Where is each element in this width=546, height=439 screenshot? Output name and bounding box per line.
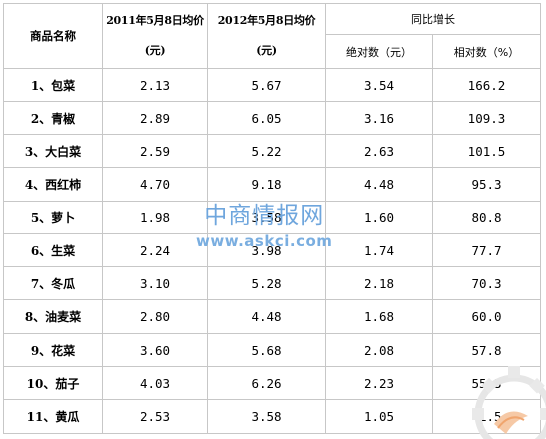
row-relative: 77.7 bbox=[432, 233, 541, 267]
row-relative: 109.3 bbox=[432, 101, 541, 135]
row-price-2011: 2.59 bbox=[102, 134, 208, 168]
row-absolute: 1.68 bbox=[325, 299, 433, 334]
row-name: 5、萝卜 bbox=[3, 201, 103, 234]
row-name: 9、花菜 bbox=[3, 333, 103, 367]
row-price-2012: 3.58 bbox=[207, 399, 326, 434]
row-absolute: 1.05 bbox=[325, 399, 433, 434]
row-price-2012: 5.22 bbox=[207, 134, 326, 168]
row-absolute: 2.08 bbox=[325, 333, 433, 367]
row-name: 11、黄瓜 bbox=[3, 399, 103, 434]
table-row: 5、萝卜 1.98 3.58 1.60 80.8 bbox=[3, 201, 541, 234]
row-name: 7、冬瓜 bbox=[3, 266, 103, 300]
row-price-2012: 6.05 bbox=[207, 101, 326, 135]
row-price-2011: 3.10 bbox=[102, 266, 208, 300]
row-price-2012: 3.58 bbox=[207, 201, 326, 234]
row-price-2012: 4.48 bbox=[207, 299, 326, 334]
row-name: 8、油麦菜 bbox=[3, 299, 103, 334]
table-row: 1、包菜 2.13 5.67 3.54 166.2 bbox=[3, 68, 541, 102]
row-price-2011: 2.53 bbox=[102, 399, 208, 434]
header-price-2012: 2012年5月8日均价(元) bbox=[207, 3, 326, 69]
row-absolute: 3.16 bbox=[325, 101, 433, 135]
row-relative: 80.8 bbox=[432, 201, 541, 234]
row-absolute: 3.54 bbox=[325, 68, 433, 102]
table-row: 7、冬瓜 3.10 5.28 2.18 70.3 bbox=[3, 266, 541, 300]
row-price-2011: 2.80 bbox=[102, 299, 208, 334]
row-price-2012: 3.98 bbox=[207, 233, 326, 267]
table-row: 6、生菜 2.24 3.98 1.74 77.7 bbox=[3, 233, 541, 267]
table-row: 3、大白菜 2.59 5.22 2.63 101.5 bbox=[3, 134, 541, 168]
row-relative: 41.5 bbox=[432, 399, 541, 434]
row-name: 3、大白菜 bbox=[3, 134, 103, 168]
row-relative: 101.5 bbox=[432, 134, 541, 168]
row-absolute: 2.23 bbox=[325, 366, 433, 400]
row-absolute: 2.18 bbox=[325, 266, 433, 300]
row-absolute: 1.74 bbox=[325, 233, 433, 267]
row-relative: 60.0 bbox=[432, 299, 541, 334]
row-price-2012: 9.18 bbox=[207, 167, 326, 202]
header-price-2011: 2011年5月8日均价(元) bbox=[102, 3, 208, 69]
table-row: 8、油麦菜 2.80 4.48 1.68 60.0 bbox=[3, 299, 541, 334]
row-price-2012: 5.28 bbox=[207, 266, 326, 300]
row-name: 2、青椒 bbox=[3, 101, 103, 135]
table-row: 11、黄瓜 2.53 3.58 1.05 41.5 bbox=[3, 399, 541, 434]
row-name: 6、生菜 bbox=[3, 233, 103, 267]
row-absolute: 4.48 bbox=[325, 167, 433, 202]
row-absolute: 2.63 bbox=[325, 134, 433, 168]
row-price-2011: 4.03 bbox=[102, 366, 208, 400]
table-row: 2、青椒 2.89 6.05 3.16 109.3 bbox=[3, 101, 541, 135]
row-price-2011: 2.24 bbox=[102, 233, 208, 267]
row-absolute: 1.60 bbox=[325, 201, 433, 234]
header-absolute: 绝对数（元） bbox=[325, 34, 433, 69]
table-row: 4、西红柿 4.70 9.18 4.48 95.3 bbox=[3, 167, 541, 202]
row-name: 10、茄子 bbox=[3, 366, 103, 400]
row-price-2011: 1.98 bbox=[102, 201, 208, 234]
row-relative: 95.3 bbox=[432, 167, 541, 202]
table-header-row: 商品名称 2011年5月8日均价(元) 2012年5月8日均价(元) 同比增长 bbox=[3, 3, 541, 69]
row-relative: 166.2 bbox=[432, 68, 541, 102]
header-yoy-growth: 同比增长 bbox=[325, 3, 541, 35]
row-price-2012: 6.26 bbox=[207, 366, 326, 400]
row-price-2011: 2.89 bbox=[102, 101, 208, 135]
table-row: 9、花菜 3.60 5.68 2.08 57.8 bbox=[3, 333, 541, 367]
row-relative: 70.3 bbox=[432, 266, 541, 300]
table-subheader-row: 绝对数（元） 相对数（%） bbox=[4, 34, 541, 69]
row-relative: 55.3 bbox=[432, 366, 541, 400]
row-name: 1、包菜 bbox=[3, 68, 103, 102]
row-price-2011: 2.13 bbox=[102, 68, 208, 102]
row-price-2011: 4.70 bbox=[102, 167, 208, 202]
row-price-2012: 5.67 bbox=[207, 68, 326, 102]
header-commodity-name: 商品名称 bbox=[3, 3, 103, 69]
row-price-2012: 5.68 bbox=[207, 333, 326, 367]
row-relative: 57.8 bbox=[432, 333, 541, 367]
row-name: 4、西红柿 bbox=[3, 167, 103, 202]
row-price-2011: 3.60 bbox=[102, 333, 208, 367]
header-relative: 相对数（%） bbox=[432, 34, 541, 69]
price-table: 商品名称 2011年5月8日均价(元) 2012年5月8日均价(元) 同比增长 … bbox=[3, 3, 541, 434]
table-row: 10、茄子 4.03 6.26 2.23 55.3 bbox=[3, 366, 541, 400]
